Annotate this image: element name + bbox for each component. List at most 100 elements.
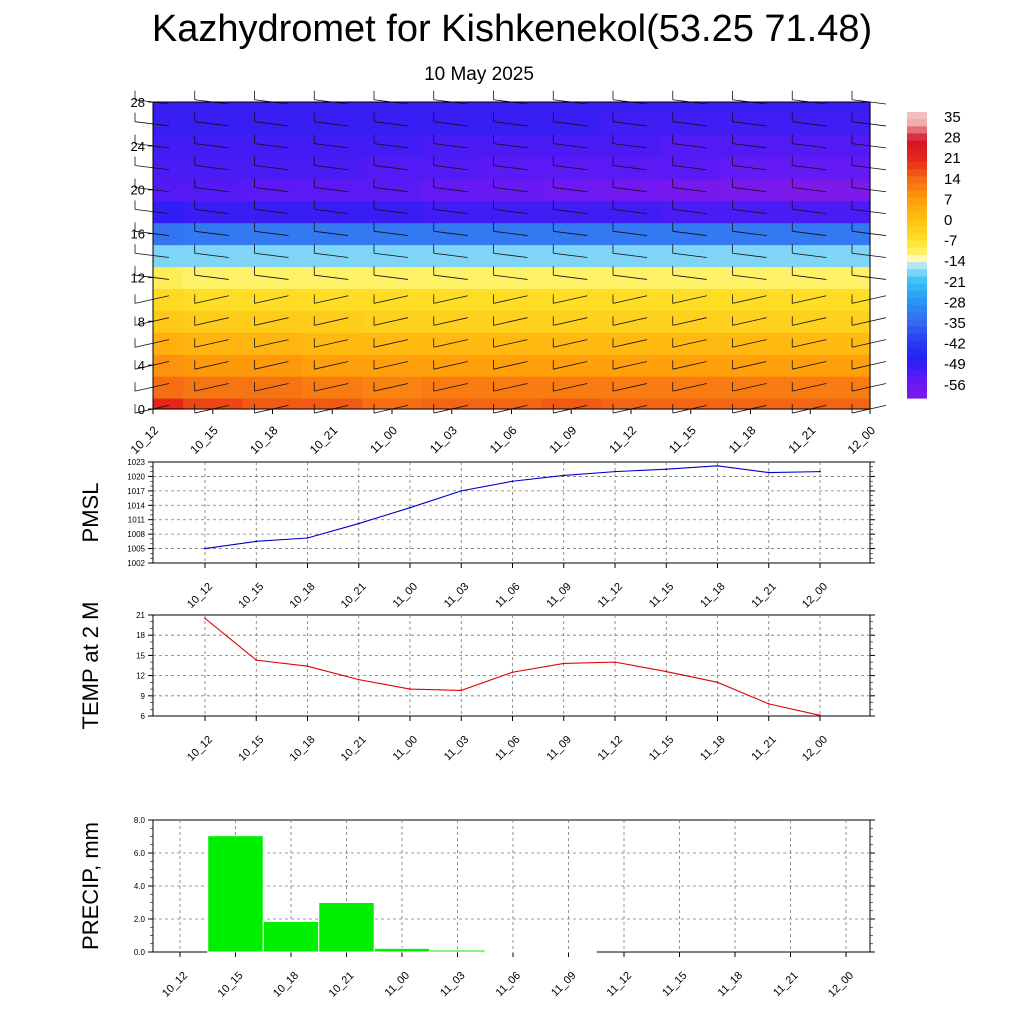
wind-barb bbox=[373, 383, 409, 392]
precip-bar bbox=[484, 950, 542, 953]
precip-y-tick-label: 0.0 bbox=[134, 948, 146, 957]
colorbar-segment bbox=[907, 204, 927, 213]
wind-barb bbox=[732, 187, 767, 193]
heatmap-cell bbox=[153, 156, 184, 180]
heatmap-x-tick-label: 11_12 bbox=[606, 423, 639, 456]
colorbar-label: -28 bbox=[944, 294, 966, 311]
precip-x-tick-label: 11_21 bbox=[771, 970, 801, 1000]
pmsl-panel-y-tick-label: 1023 bbox=[127, 458, 145, 467]
heatmap-cell bbox=[720, 398, 781, 410]
wind-barb bbox=[254, 361, 289, 370]
heatmap-cell bbox=[302, 102, 363, 114]
wind-barb bbox=[373, 317, 409, 326]
heatmap-cell bbox=[840, 288, 871, 311]
wind-barb bbox=[493, 230, 528, 236]
temp-panel-data-point bbox=[511, 671, 514, 674]
wind-barb bbox=[612, 295, 648, 304]
wind-barb bbox=[433, 274, 468, 280]
wind-barb bbox=[553, 295, 588, 304]
colorbar-segment bbox=[907, 240, 927, 249]
wind-barb bbox=[672, 339, 707, 348]
wind-barb bbox=[851, 208, 887, 215]
heatmap-cell bbox=[242, 398, 303, 410]
colorbar-segment bbox=[907, 262, 927, 270]
colorbar-label: -56 bbox=[944, 377, 966, 394]
pmsl-panel-x-tick-label: 12_00 bbox=[800, 581, 830, 611]
wind-barb bbox=[194, 317, 229, 326]
precip-x-tick-label: 11_18 bbox=[716, 970, 746, 1000]
wind-barb bbox=[134, 208, 170, 215]
temp-panel-y-tick-label: 21 bbox=[136, 611, 145, 620]
colorbar-segment bbox=[907, 347, 927, 356]
wind-barb bbox=[314, 274, 349, 280]
pmsl-panel-data-point bbox=[511, 480, 514, 483]
temp-panel-data-point bbox=[409, 688, 411, 690]
temp-panel-data-point bbox=[767, 702, 770, 705]
heatmap-cell bbox=[153, 102, 184, 114]
temp-panel-x-tick-label: 10_15 bbox=[236, 734, 266, 764]
colorbar-segment bbox=[907, 376, 927, 385]
colorbar-segment bbox=[907, 133, 927, 142]
wind-barb bbox=[493, 252, 528, 258]
wind-barb bbox=[732, 121, 767, 127]
temp-panel-data-point bbox=[357, 678, 360, 681]
wind-barb bbox=[672, 274, 707, 280]
heatmap-cell bbox=[840, 398, 871, 410]
colorbar-label: -21 bbox=[944, 274, 966, 291]
precip-y-tick-label: 8.0 bbox=[134, 816, 146, 825]
colorbar-segment bbox=[907, 383, 927, 392]
wind-barb bbox=[493, 143, 528, 149]
colorbar-segment bbox=[907, 147, 927, 156]
wind-barb bbox=[672, 361, 707, 370]
precip-ylabel: PRECIP, mm bbox=[78, 822, 103, 950]
heatmap-y-tick-label: 24 bbox=[131, 139, 145, 154]
wind-barb bbox=[553, 361, 588, 370]
wind-barb bbox=[314, 252, 349, 258]
wind-barb bbox=[792, 339, 827, 348]
colorbar-label: -49 bbox=[944, 356, 966, 373]
temp-panel-y-tick-label: 6 bbox=[141, 712, 146, 721]
temp-panel-data-point bbox=[255, 659, 258, 662]
wind-barb bbox=[373, 252, 409, 258]
heatmap-cell bbox=[153, 178, 184, 202]
temp-panel-x-tick-label: 10_12 bbox=[185, 734, 215, 764]
wind-barb bbox=[314, 339, 349, 348]
heatmap-x-tick-label: 11_00 bbox=[367, 423, 400, 456]
heatmap-cell bbox=[780, 398, 841, 410]
wind-barb bbox=[254, 208, 289, 215]
heatmap-y-tick-label: 8 bbox=[138, 314, 145, 329]
colorbar-segment bbox=[907, 369, 927, 378]
heatmap-cell bbox=[720, 102, 781, 114]
wind-barb bbox=[194, 143, 229, 149]
wind-barb bbox=[612, 230, 648, 236]
temp-panel-data-point bbox=[306, 665, 309, 668]
colorbar-segment bbox=[907, 112, 927, 120]
wind-barb bbox=[134, 339, 170, 348]
wind-barb bbox=[254, 187, 289, 193]
pmsl-panel-data-point bbox=[306, 537, 309, 539]
precip-bar bbox=[262, 920, 320, 953]
colorbar-segment bbox=[907, 283, 927, 292]
heatmap-cell bbox=[182, 102, 244, 114]
wind-barb bbox=[493, 165, 528, 171]
wind-barb bbox=[254, 143, 289, 149]
wind-barb bbox=[851, 339, 887, 348]
heatmap-cell bbox=[153, 244, 184, 268]
pmsl-panel-x-tick-label: 10_18 bbox=[288, 581, 318, 611]
wind-barb bbox=[433, 361, 468, 370]
wind-barb bbox=[493, 274, 528, 280]
colorbar-segment bbox=[907, 176, 927, 185]
colorbar-label: 28 bbox=[944, 130, 961, 147]
precip-x-tick-label: 11_06 bbox=[494, 970, 524, 1000]
pmsl-panel-x-tick-label: 11_09 bbox=[544, 581, 574, 611]
temp-panel-x-tick-label: 11_03 bbox=[442, 734, 472, 764]
wind-barb bbox=[433, 383, 468, 392]
wind-barb bbox=[612, 208, 648, 215]
colorbar-segment bbox=[907, 247, 927, 256]
temp-panel-y-tick-label: 12 bbox=[136, 672, 145, 681]
wind-barb bbox=[612, 339, 648, 348]
wind-barb bbox=[792, 121, 827, 127]
heatmap-cell bbox=[840, 200, 871, 224]
heatmap-cell bbox=[840, 310, 871, 333]
colorbar-label: 35 bbox=[944, 109, 961, 126]
